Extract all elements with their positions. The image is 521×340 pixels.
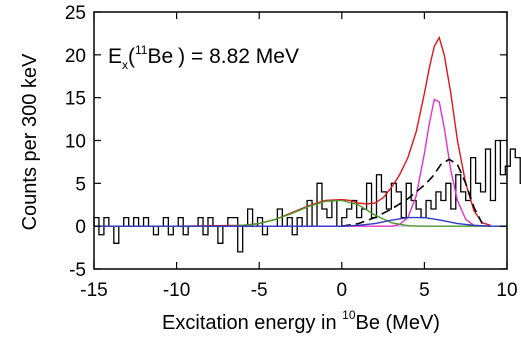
annotation-element: Be (147, 45, 173, 68)
peak-component-curve (94, 98, 491, 227)
x-tick-label: 5 (419, 280, 430, 301)
x-axis-title: Excitation energy in 10Be (MeV) (162, 308, 440, 334)
y-tick-label: 15 (65, 89, 86, 110)
y-tick-label: 25 (65, 3, 86, 24)
x-tick-label: 10 (496, 280, 517, 301)
x-axis-title-tail: Be (MeV) (356, 312, 440, 334)
background-component-curve (94, 216, 507, 227)
y-axis-title: Counts per 300 keV (19, 53, 41, 230)
x-tick-label: -15 (80, 280, 107, 301)
annotation: Ex(11Be) = 8.82 MeV (108, 43, 299, 72)
low-energy-component-curve (94, 199, 507, 227)
y-tick-label: 20 (65, 46, 86, 67)
x-tick-label: 0 (337, 280, 348, 301)
annotation-open: ( (128, 45, 135, 68)
x-tick-label: -5 (251, 280, 268, 301)
y-tick-label: 10 (65, 132, 86, 153)
y-tick-label: -5 (69, 260, 86, 281)
x-axis-title-sup: 10 (342, 308, 356, 322)
annotation-prefix: E (108, 45, 122, 68)
annotation-sub: x (122, 58, 128, 72)
annotation-sup: 11 (135, 43, 148, 57)
y-tick-label: 0 (75, 217, 86, 238)
y-tick-label: 5 (75, 174, 86, 195)
x-tick-label: -10 (163, 280, 190, 301)
x-axis-title-main: Excitation energy in (162, 312, 342, 334)
dashed-component-curve (341, 158, 483, 227)
annotation-value: ) = 8.82 MeV (178, 45, 299, 68)
